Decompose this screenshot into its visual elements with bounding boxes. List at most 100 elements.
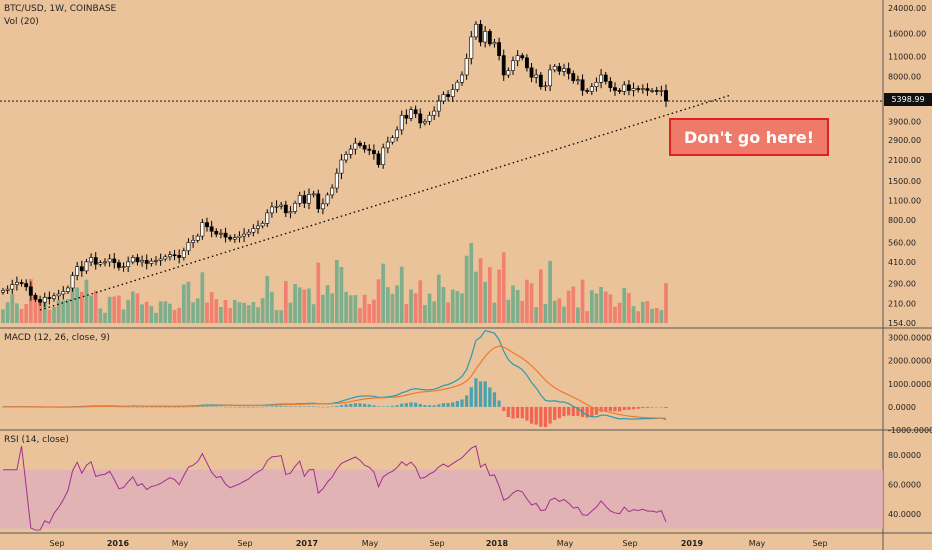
rsi-tick-label: 60.0000 — [888, 480, 921, 489]
volume-bar — [464, 255, 469, 323]
macd-histogram-bar — [214, 406, 218, 407]
macd-histogram-bar — [205, 406, 209, 407]
candle-body — [409, 109, 413, 119]
candle-body — [381, 147, 386, 165]
candle-body — [334, 172, 339, 189]
volume-bar — [79, 291, 84, 323]
volume-bar — [293, 284, 297, 323]
candle-body — [524, 57, 529, 69]
macd-histogram-bar — [576, 406, 580, 416]
volume-bar — [209, 292, 214, 323]
macd-histogram-bar — [423, 405, 427, 407]
volume-bar — [195, 298, 200, 323]
volume-bar — [297, 287, 302, 323]
macd-histogram-bar — [585, 406, 589, 418]
volume-bar — [19, 308, 24, 323]
volume-bar — [659, 310, 664, 323]
macd-histogram-bar — [636, 406, 640, 409]
price-tick-label: 560.00 — [888, 238, 916, 247]
volume-bar — [33, 294, 38, 323]
volume-bar — [566, 290, 571, 323]
time-tick-label: Sep — [812, 539, 827, 548]
candle-body — [487, 31, 492, 45]
candle-body — [121, 266, 126, 268]
macd-histogram-bar — [543, 406, 548, 428]
volume-bar — [246, 305, 251, 323]
candle-body — [497, 42, 502, 56]
volume-bar — [144, 301, 149, 323]
macd-histogram-bar — [469, 387, 473, 407]
macd-histogram-bar — [622, 406, 626, 411]
macd-histogram-bar — [321, 406, 325, 408]
candle-body — [228, 236, 233, 240]
macd-histogram-bar — [432, 405, 436, 407]
candle-body — [297, 195, 302, 204]
candle-body — [575, 79, 580, 82]
macd-histogram-bar — [210, 406, 214, 407]
macd-histogram-bar — [497, 400, 501, 407]
candle-body — [42, 297, 47, 303]
candle-body — [130, 257, 135, 263]
volume-bar — [121, 309, 126, 323]
candle-body — [664, 90, 668, 102]
candle-body — [274, 205, 279, 208]
volume-bar — [56, 300, 61, 323]
volume-bar — [126, 299, 131, 323]
macd-histogram-bar — [441, 403, 446, 407]
candle-body — [506, 70, 511, 76]
volume-bar — [589, 290, 594, 323]
candle-body — [594, 81, 599, 87]
macd-histogram-bar — [251, 406, 255, 408]
volume-bar — [330, 293, 335, 323]
candle-body — [112, 258, 117, 263]
macd-histogram-bar — [381, 406, 385, 407]
volume-bar — [399, 266, 404, 323]
macd-histogram-bar — [363, 403, 367, 407]
volume-bar — [89, 295, 93, 323]
volume-bar — [409, 289, 413, 323]
candle-body — [93, 257, 98, 265]
price-tick-label: 2900.00 — [888, 136, 921, 145]
candle-body — [126, 261, 131, 267]
price-tick-label: 800.00 — [888, 216, 916, 225]
volume-bar — [362, 294, 367, 323]
macd-histogram-bar — [604, 406, 608, 411]
candle-body — [186, 242, 191, 252]
volume-bar — [283, 281, 288, 323]
volume-bar — [395, 285, 399, 323]
candle-body — [580, 79, 585, 91]
candle-body — [65, 287, 70, 292]
volume-bar — [15, 303, 19, 323]
time-tick-label: May — [172, 539, 189, 548]
volume-bar — [436, 274, 441, 323]
volume-bar — [186, 281, 191, 323]
volume-bar — [93, 290, 98, 323]
candle-body — [232, 237, 237, 240]
macd-histogram-bar — [186, 406, 191, 408]
macd-histogram-bar — [488, 387, 492, 407]
price-tick-label: 16000.00 — [888, 29, 926, 38]
macd-histogram-bar — [594, 406, 599, 415]
volume-bar — [483, 281, 488, 323]
candle-body — [534, 74, 539, 78]
volume-bar — [552, 300, 557, 323]
volume-bar — [654, 308, 659, 323]
volume-bar — [42, 296, 47, 323]
candle-body — [557, 66, 562, 72]
macd-histogram-bar — [645, 406, 650, 408]
volume-bar — [181, 284, 186, 323]
candle-body — [650, 90, 655, 92]
candle-body — [33, 295, 38, 300]
macd-histogram-bar — [631, 406, 636, 410]
candle-body — [320, 203, 325, 210]
macd-histogram-bar — [223, 406, 228, 408]
volume-bar — [158, 301, 163, 323]
candle-body — [538, 74, 543, 87]
macd-histogram-bar — [534, 406, 538, 425]
candle-body — [548, 69, 553, 87]
macd-histogram-bar — [358, 403, 362, 407]
candle-body — [195, 235, 200, 241]
macd-histogram-bar — [511, 406, 515, 419]
candle-body — [242, 233, 247, 237]
volume-bar — [427, 293, 432, 323]
